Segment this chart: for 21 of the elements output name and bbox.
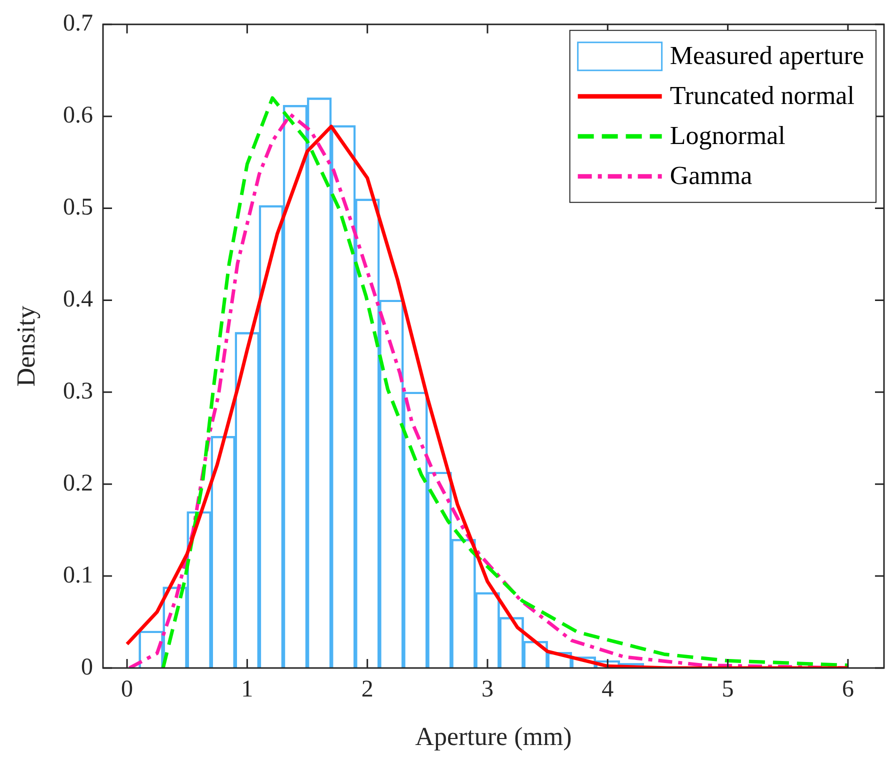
legend-label: Gamma xyxy=(670,161,753,190)
x-axis-title: Aperture (mm) xyxy=(415,722,572,752)
legend-label: Truncated normal xyxy=(670,81,854,110)
x-tick-label: 2 xyxy=(361,676,374,703)
legend-label: Lognormal xyxy=(670,121,786,150)
y-tick-label: 0.5 xyxy=(63,194,93,221)
y-tick-label: 0 xyxy=(81,654,93,680)
x-tick-label: 6 xyxy=(842,676,854,703)
y-axis-title: Density xyxy=(11,306,40,387)
x-tick-label: 1 xyxy=(241,676,254,703)
x-tick-label: 4 xyxy=(602,676,614,703)
x-tick-label: 5 xyxy=(722,676,734,703)
y-tick-label: 0.3 xyxy=(63,378,93,404)
x-tick-label: 3 xyxy=(481,676,494,703)
y-tick-label: 0.7 xyxy=(63,10,93,37)
y-tick-label: 0.6 xyxy=(63,102,93,129)
x-tick-label: 0 xyxy=(121,676,134,703)
legend-label: Measured aperture xyxy=(670,41,864,70)
y-tick-label: 0.4 xyxy=(63,286,93,313)
y-tick-label: 0.1 xyxy=(63,562,93,588)
y-tick-label: 0.2 xyxy=(63,470,93,496)
